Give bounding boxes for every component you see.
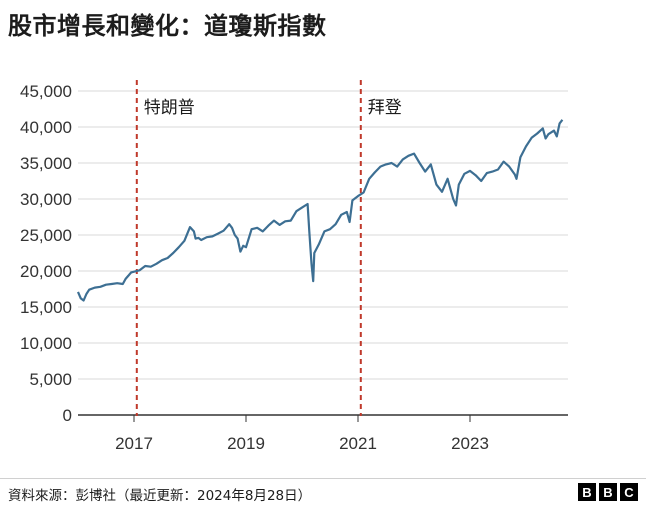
annotations: 特朗普 拜登: [135, 80, 402, 416]
x-tick-label: 2019: [227, 434, 265, 453]
y-tick-label: 0: [63, 406, 72, 425]
chart-title: 股市增長和變化：道瓊斯指數: [8, 12, 327, 40]
y-tick-label: 40,000: [20, 118, 72, 137]
y-tick-label: 20,000: [20, 262, 72, 281]
logo-letter-b1: B: [578, 483, 596, 501]
y-tick-label: 45,000: [20, 82, 72, 101]
logo-letter-c: C: [620, 483, 638, 501]
president-label: 特朗普: [144, 98, 195, 118]
grid-lines: [78, 90, 568, 416]
logo-letter-b2: B: [599, 483, 617, 501]
y-tick-label: 15,000: [20, 298, 72, 317]
bbc-logo: B B C: [578, 483, 638, 501]
x-axis-ticks: 2017 2019 2021 2023: [115, 415, 489, 453]
x-tick-label: 2021: [339, 434, 377, 453]
footer-divider: [0, 478, 646, 479]
y-tick-label: 35,000: [20, 154, 72, 173]
y-axis-ticks: 0 5,000 10,000 15,000 20,000 25,000 30,000 35,0…: [20, 82, 72, 425]
line-chart: 0 5,000 10,000 15,000 20,000 25,000 30,000 35,0…: [20, 80, 568, 453]
source-note: 資料來源：彭博社（最近更新：2024年8月28日）: [8, 488, 312, 504]
y-tick-label: 30,000: [20, 190, 72, 209]
x-tick-label: 2023: [451, 434, 489, 453]
x-tick-label: 2017: [115, 434, 153, 453]
y-tick-label: 5,000: [29, 370, 72, 389]
y-tick-label: 10,000: [20, 334, 72, 353]
y-tick-label: 25,000: [20, 226, 72, 245]
president-label: 拜登: [368, 98, 402, 118]
series-line: [76, 119, 564, 302]
